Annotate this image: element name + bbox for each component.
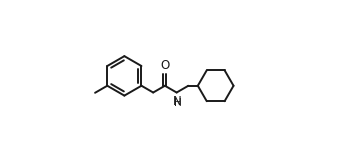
Text: H: H	[174, 98, 182, 108]
Text: O: O	[160, 59, 170, 72]
Text: N: N	[173, 95, 182, 108]
